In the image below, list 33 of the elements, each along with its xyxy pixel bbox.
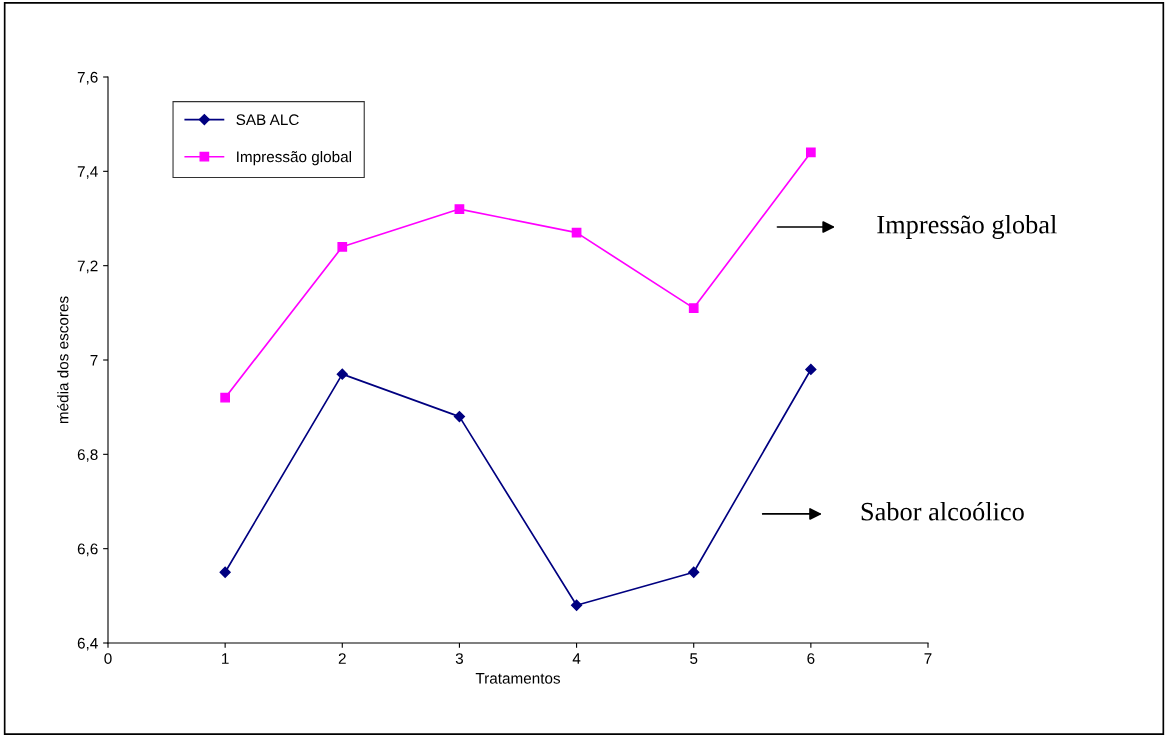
x-tick-label: 6 bbox=[807, 653, 815, 664]
point bbox=[688, 566, 700, 578]
point bbox=[571, 227, 582, 238]
y-tick-label: 6,4 bbox=[77, 637, 98, 651]
point bbox=[453, 410, 466, 423]
point bbox=[805, 147, 816, 158]
x-tick-label: 3 bbox=[455, 653, 464, 664]
point bbox=[805, 363, 817, 376]
y-tick-label: 7,6 bbox=[77, 71, 98, 85]
annotation: Sabor alcoólico bbox=[861, 501, 1024, 521]
legend-label: SAB ALC bbox=[236, 114, 299, 126]
point bbox=[336, 368, 348, 380]
y-tick-label: 7,2 bbox=[77, 260, 98, 274]
x-tick-label: 2 bbox=[338, 653, 346, 664]
point bbox=[454, 204, 465, 214]
point bbox=[220, 392, 231, 403]
point bbox=[688, 303, 699, 313]
x-tick-label: 1 bbox=[222, 653, 229, 664]
x-tick-label: 0 bbox=[104, 653, 112, 664]
x-tick-label: 7 bbox=[924, 653, 932, 664]
x-tick-label: 5 bbox=[690, 653, 698, 664]
x-axis-title: Tratamentos bbox=[475, 673, 561, 684]
point bbox=[570, 599, 583, 611]
legend-label: Impressão global bbox=[237, 151, 351, 166]
x-tick-label: 4 bbox=[572, 653, 581, 664]
y-tick-label: 7,4 bbox=[77, 166, 98, 179]
annotation: Impressão global bbox=[877, 214, 1057, 239]
y-tick-label: 6,6 bbox=[77, 543, 98, 557]
y-tick-label: 7 bbox=[90, 355, 98, 366]
y-tick-label: 6,8 bbox=[77, 449, 98, 462]
point bbox=[337, 241, 348, 252]
y-axis-title: média dos escores bbox=[57, 296, 69, 424]
point bbox=[219, 566, 231, 578]
